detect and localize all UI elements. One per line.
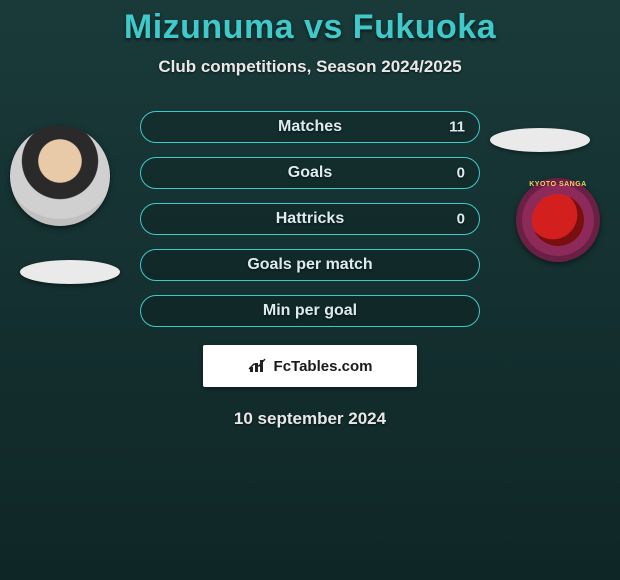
stats-list: Matches 11 Goals 0 Hattricks 0 Goals per…	[140, 111, 480, 327]
stat-label: Matches	[278, 118, 342, 136]
stat-label: Hattricks	[276, 210, 344, 228]
bar-chart-icon	[248, 358, 268, 374]
club-country-ellipse	[490, 128, 590, 152]
club-logo: KYOTO SANGA	[516, 178, 600, 262]
player-country-ellipse	[20, 260, 120, 284]
branding-badge: FcTables.com	[203, 345, 417, 387]
branding-text: FcTables.com	[274, 358, 373, 375]
stat-label: Min per goal	[263, 302, 357, 320]
stat-value-right: 0	[457, 211, 465, 228]
club-logo-inner	[532, 194, 584, 246]
stat-row-goals-per-match: Goals per match	[140, 249, 480, 281]
player-avatar	[10, 126, 110, 226]
stat-row-min-per-goal: Min per goal	[140, 295, 480, 327]
stat-row-hattricks: Hattricks 0	[140, 203, 480, 235]
stat-label: Goals	[288, 164, 332, 182]
infographic-root: Mizunuma vs Fukuoka Club competitions, S…	[0, 0, 620, 580]
stat-value-right: 0	[457, 165, 465, 182]
stat-row-goals: Goals 0	[140, 157, 480, 189]
date-text: 10 september 2024	[0, 409, 620, 429]
page-title: Mizunuma vs Fukuoka	[0, 8, 620, 47]
stat-row-matches: Matches 11	[140, 111, 480, 143]
stat-value-right: 11	[449, 119, 465, 136]
page-subtitle: Club competitions, Season 2024/2025	[0, 57, 620, 77]
club-logo-text: KYOTO SANGA	[516, 181, 600, 188]
stat-label: Goals per match	[247, 256, 372, 274]
